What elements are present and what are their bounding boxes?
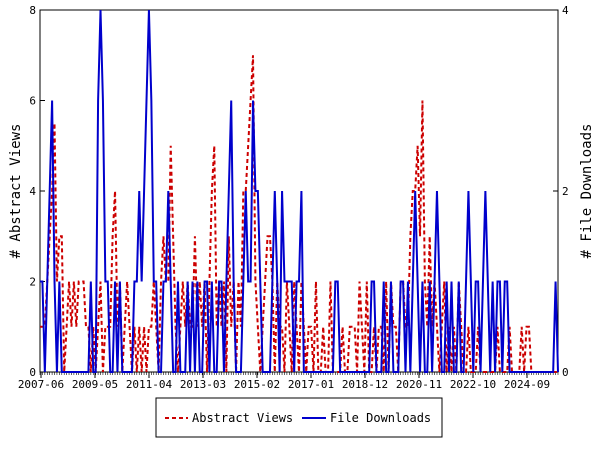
y-left-tick-label: 4 — [29, 185, 36, 198]
y-right-tick-label: 2 — [562, 185, 569, 198]
y-left-axis-title: # Abstract Views — [8, 124, 24, 259]
x-tick-label: 2013-03 — [180, 378, 226, 391]
y-left-tick-label: 6 — [29, 95, 36, 108]
y-right-tick-label: 4 — [562, 4, 569, 17]
series-layer — [40, 9, 559, 373]
x-minor-ticks — [39, 372, 559, 375]
x-tick-label: 2015-02 — [234, 378, 280, 391]
x-tick-label: 2022-10 — [450, 378, 496, 391]
x-tick-label: 2024-09 — [504, 378, 550, 391]
x-tick-label: 2017-01 — [288, 378, 334, 391]
x-tick-label: 2007-06 — [18, 378, 64, 391]
x-major-ticks: 2007-06 2009-05 2011-04 2013-03 2015-02 2017-… — [18, 372, 550, 391]
legend-label-abstract-views: Abstract Views — [192, 411, 293, 425]
y-left-tick-label: 8 — [29, 4, 36, 17]
x-tick-label: 2009-05 — [72, 378, 118, 391]
legend-box — [155, 397, 443, 438]
legend: Abstract Views File Downloads — [155, 397, 443, 438]
y-right-tick-label: 0 — [562, 366, 569, 379]
x-tick-label: 2011-04 — [126, 378, 173, 391]
x-tick-label: 2018-12 — [342, 378, 388, 391]
y-left-tick-label: 2 — [29, 276, 36, 289]
legend-label-file-downloads: File Downloads — [330, 411, 431, 425]
y-left-tick-label: 0 — [29, 366, 36, 379]
series-file-downloads-line — [40, 9, 559, 373]
series-abstract-views-line — [40, 55, 558, 373]
y-right-axis-title: # File Downloads — [579, 124, 595, 259]
x-tick-label: 2020-11 — [396, 378, 442, 391]
